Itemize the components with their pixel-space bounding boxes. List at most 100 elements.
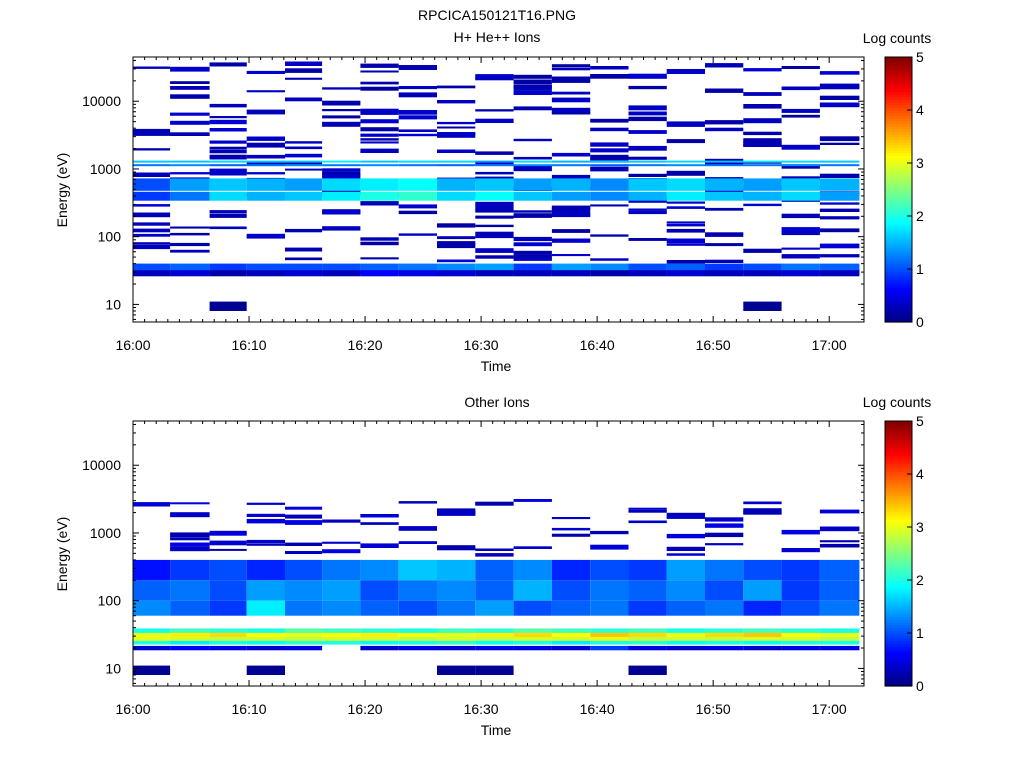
colorbar-swatch bbox=[885, 662, 912, 666]
heatmap-cell bbox=[628, 507, 667, 510]
heatmap-cell bbox=[360, 543, 399, 548]
colorbar-swatch bbox=[885, 253, 912, 257]
heatmap-cell bbox=[705, 88, 744, 93]
heatmap-cell bbox=[209, 645, 247, 651]
heatmap-cell bbox=[781, 529, 820, 535]
heatmap-cell bbox=[666, 121, 705, 124]
heatmap-cell bbox=[170, 632, 210, 638]
colorbar-swatch bbox=[885, 263, 912, 267]
heatmap-cell bbox=[781, 227, 820, 232]
heatmap-cell bbox=[743, 132, 782, 135]
colorbar-swatch bbox=[885, 128, 912, 132]
heatmap-cell bbox=[666, 263, 705, 275]
heatmap-cell bbox=[170, 640, 210, 645]
heatmap-cell bbox=[513, 270, 552, 277]
heatmap-cell bbox=[475, 270, 514, 277]
heatmap-cell bbox=[133, 233, 171, 237]
heatmap-cell bbox=[170, 645, 210, 651]
heatmap-cell bbox=[666, 164, 705, 167]
colorbar-swatch bbox=[885, 184, 912, 188]
heatmap-cell bbox=[398, 233, 437, 236]
heatmap-cell bbox=[781, 66, 820, 69]
heatmap-cell bbox=[819, 178, 860, 191]
heatmap-cell bbox=[513, 242, 552, 247]
heatmap-cell bbox=[666, 637, 705, 642]
heatmap-cell bbox=[398, 270, 437, 277]
colorbar-swatch bbox=[885, 221, 912, 225]
x-tick-label: 16:10 bbox=[232, 337, 267, 353]
heatmap-cell bbox=[551, 517, 591, 520]
heatmap-cell bbox=[743, 501, 782, 505]
x-tick-label: 17:00 bbox=[812, 701, 847, 717]
heatmap-cell bbox=[360, 580, 399, 601]
heatmap-cell bbox=[322, 580, 361, 601]
heatmap-cell bbox=[551, 152, 591, 157]
heatmap-cell bbox=[628, 191, 667, 201]
heatmap-cell bbox=[246, 172, 285, 175]
heatmap-cell bbox=[628, 632, 667, 638]
heatmap-cell bbox=[437, 640, 476, 645]
heatmap-cell bbox=[322, 263, 361, 275]
heatmap-cell bbox=[170, 580, 210, 601]
colorbar-swatch bbox=[885, 123, 912, 127]
heatmap-cell bbox=[781, 645, 820, 651]
colorbar-swatch bbox=[885, 290, 912, 294]
heatmap-cell bbox=[246, 270, 285, 277]
colorbar-swatch bbox=[885, 479, 912, 483]
heatmap-cell bbox=[209, 213, 247, 218]
heatmap-cell bbox=[398, 628, 437, 634]
heatmap-cell bbox=[209, 169, 247, 173]
heatmap-cell bbox=[285, 228, 323, 233]
heatmap-cell bbox=[170, 546, 210, 552]
y-tick-label: 100 bbox=[98, 593, 122, 609]
y-tick-label: 10000 bbox=[82, 457, 121, 473]
heatmap-cell bbox=[209, 157, 247, 160]
heatmap-cell bbox=[322, 188, 361, 193]
heatmap-cell bbox=[209, 154, 247, 158]
heatmap-cell bbox=[437, 580, 476, 601]
colorbar-swatch bbox=[885, 542, 912, 547]
heatmap-cell bbox=[209, 532, 247, 536]
heatmap-cell bbox=[666, 160, 705, 163]
heatmap-cell bbox=[819, 83, 860, 88]
heatmap-cell bbox=[285, 164, 323, 167]
colorbar-swatch bbox=[885, 247, 912, 252]
heatmap-cell bbox=[360, 201, 399, 206]
colorbar-swatch bbox=[885, 57, 912, 61]
heatmap-cell bbox=[628, 208, 667, 211]
heatmap-cell bbox=[819, 632, 860, 638]
colorbar-swatch bbox=[885, 622, 912, 626]
colorbar-swatch bbox=[885, 147, 912, 151]
heatmap-cell bbox=[781, 145, 820, 150]
heatmap-cell bbox=[246, 142, 285, 148]
heatmap-cell bbox=[705, 637, 744, 642]
colorbar-swatch bbox=[885, 78, 912, 82]
heatmap-cell bbox=[360, 110, 399, 115]
colorbar-swatch bbox=[885, 553, 912, 557]
colorbar-swatch bbox=[885, 513, 912, 517]
heatmap-cell bbox=[666, 238, 705, 244]
heatmap-cell bbox=[133, 128, 171, 132]
colorbar-swatch bbox=[885, 144, 912, 148]
y-tick-label: 100 bbox=[98, 229, 122, 245]
heatmap-cell bbox=[170, 178, 210, 191]
heatmap-cell bbox=[819, 263, 860, 275]
colorbar-swatch bbox=[885, 88, 912, 93]
colorbar-swatch bbox=[885, 458, 912, 462]
colorbar-swatch bbox=[885, 216, 912, 220]
heatmap-cell bbox=[628, 665, 667, 675]
heatmap-cell bbox=[590, 600, 629, 616]
heatmap-cell bbox=[666, 139, 705, 144]
heatmap-cell bbox=[781, 559, 820, 581]
colorbar-swatch bbox=[885, 460, 912, 464]
heatmap-cell bbox=[819, 559, 860, 581]
heatmap-cell bbox=[475, 548, 514, 551]
heatmap-cell bbox=[551, 178, 591, 191]
heatmap-cell bbox=[590, 75, 629, 79]
heatmap-cell bbox=[285, 168, 323, 171]
heatmap-cell bbox=[628, 173, 667, 177]
colorbar-swatch bbox=[885, 96, 912, 100]
colorbar-swatch bbox=[885, 574, 912, 578]
colorbar-swatch bbox=[885, 276, 912, 281]
heatmap-cell bbox=[360, 133, 399, 137]
